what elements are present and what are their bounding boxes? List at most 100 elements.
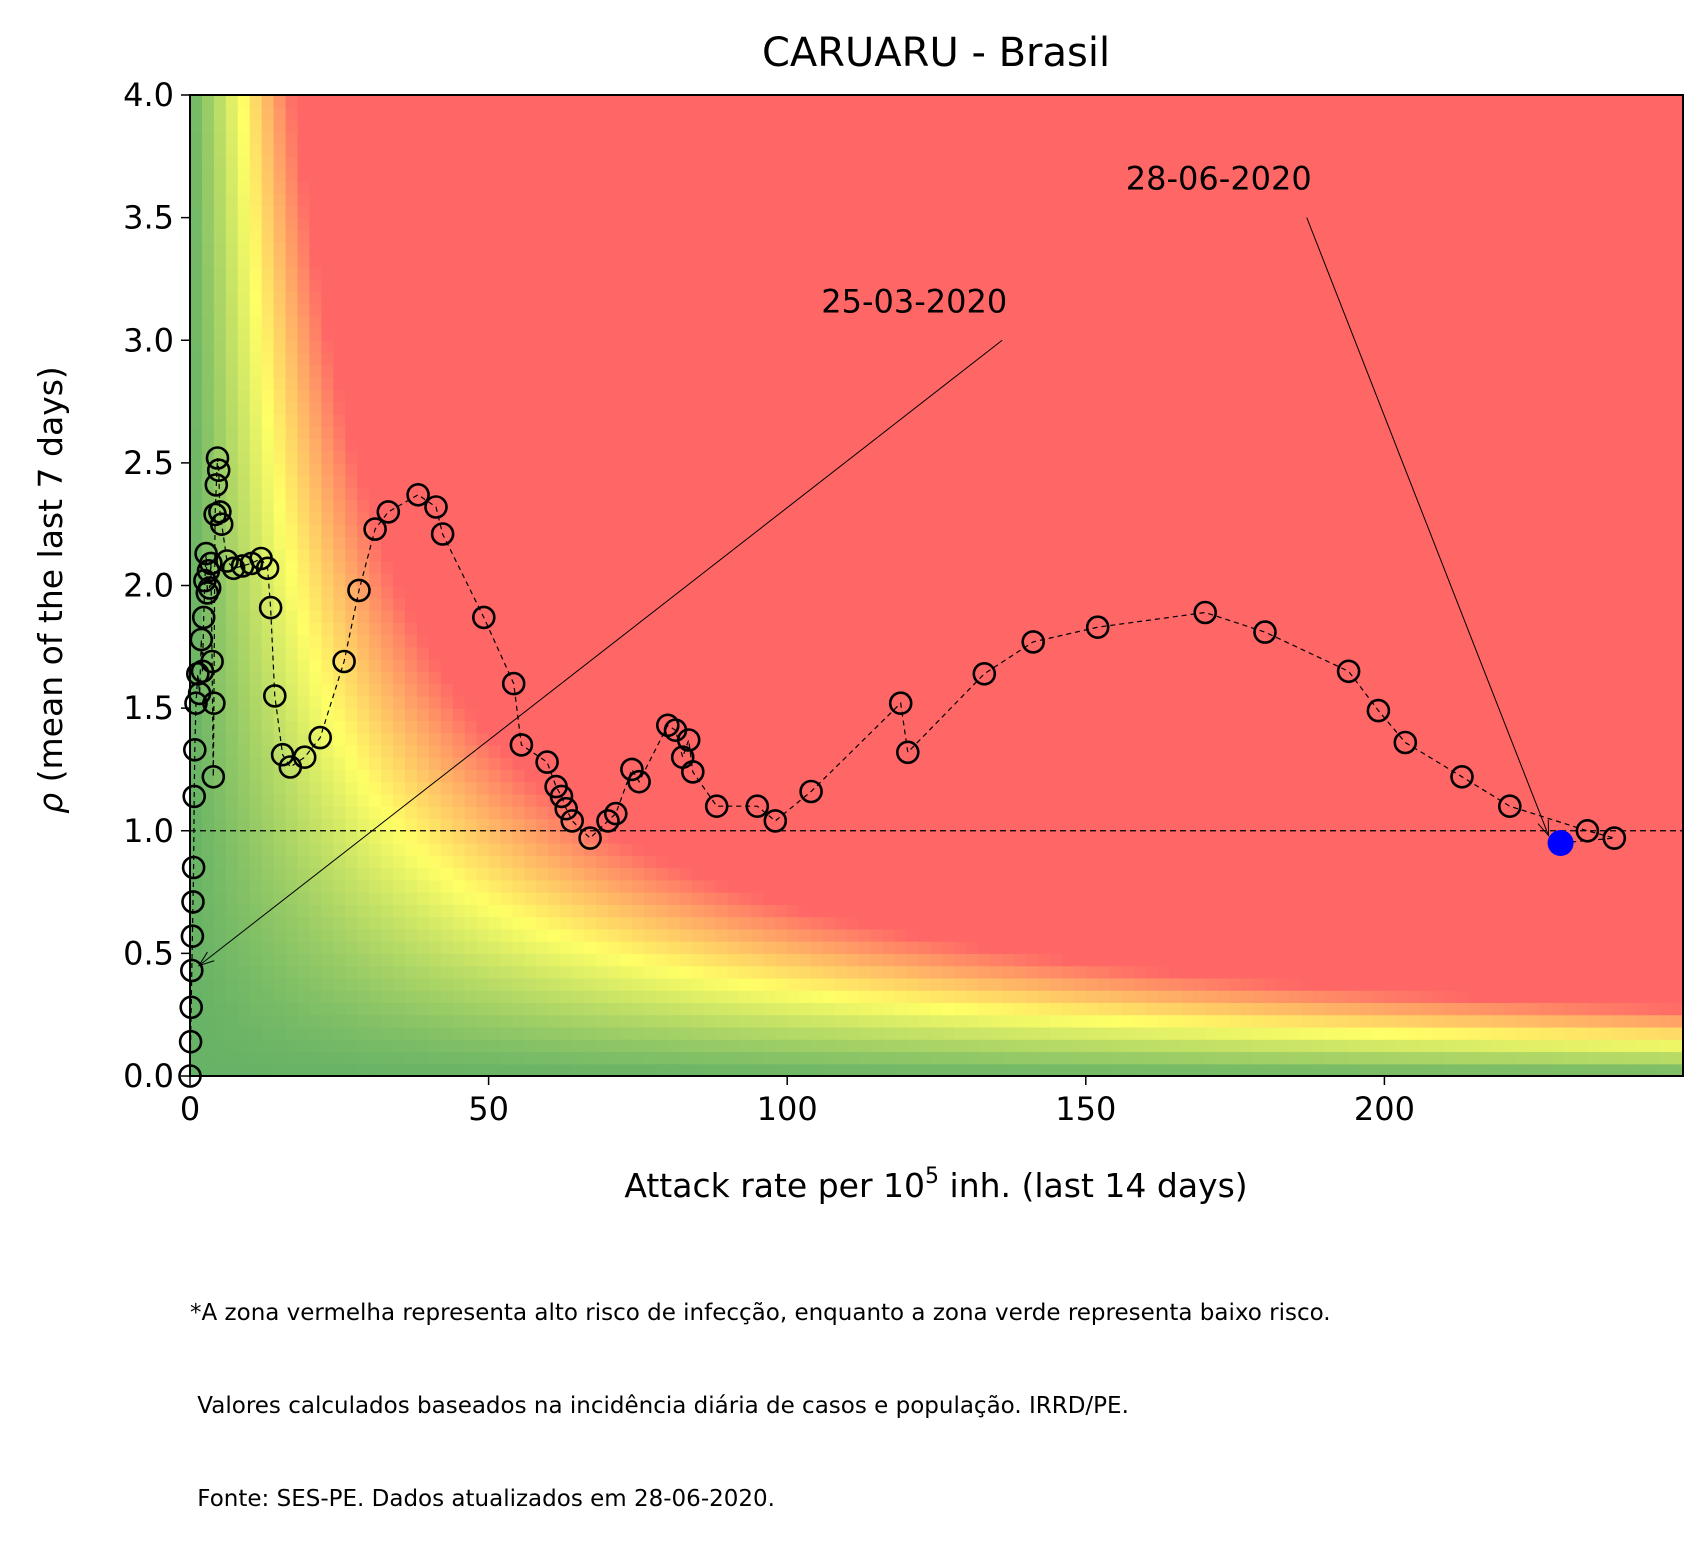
heat-cell (464, 744, 478, 758)
heat-cell (225, 315, 239, 329)
heat-cell (512, 781, 526, 795)
heat-cell (655, 377, 669, 390)
heat-cell (739, 892, 752, 905)
heat-cell (715, 217, 729, 231)
heat-cell (894, 524, 908, 538)
heat-cell (751, 107, 764, 121)
heat-cell (894, 364, 908, 378)
heat-cell (667, 1051, 681, 1065)
heat-cell (858, 401, 872, 415)
heat-cell (524, 303, 537, 317)
heat-cell (763, 303, 776, 317)
heat-cell (631, 892, 645, 905)
heat-cell (213, 855, 227, 869)
heat-cell (763, 107, 776, 121)
heat-cell (584, 1002, 597, 1016)
heat-cell (834, 266, 848, 280)
heat-cell (488, 1026, 502, 1040)
heat-cell (882, 916, 896, 930)
heat-cell (906, 560, 920, 574)
heat-cell (643, 708, 657, 721)
heat-cell (834, 229, 848, 243)
heat-cell (190, 965, 203, 979)
heat-cell (834, 1039, 848, 1053)
heat-cell (763, 131, 776, 145)
heat-cell (261, 242, 275, 256)
heat-cell (524, 377, 537, 390)
heat-cell (715, 119, 729, 133)
heat-cell (572, 892, 585, 905)
heat-cell (703, 990, 717, 1004)
heat-cell (643, 597, 657, 611)
heat-cell (631, 1051, 645, 1065)
heat-cell (476, 229, 490, 243)
heat-cell (404, 965, 418, 979)
heat-cell (428, 475, 442, 488)
heat-cell (643, 916, 657, 930)
heat-cell (894, 610, 908, 623)
heat-cell (823, 769, 836, 783)
heat-cell (894, 401, 908, 415)
heat-cell (464, 732, 478, 746)
heat-cell (882, 450, 896, 464)
heat-cell (333, 548, 346, 562)
heat-cell (393, 622, 406, 636)
heat-cell (225, 229, 239, 243)
heat-cell (846, 1014, 860, 1028)
heat-cell (393, 1002, 406, 1016)
heat-cell (572, 757, 585, 771)
heat-cell (751, 965, 764, 979)
heat-cell (416, 119, 430, 133)
heat-cell (811, 217, 824, 231)
heat-cell (428, 879, 442, 893)
heat-cell (416, 548, 430, 562)
heat-cell (918, 229, 932, 243)
heat-cell (918, 573, 932, 587)
heat-cell (476, 892, 490, 905)
heat-cell (464, 340, 478, 354)
heat-cell (393, 487, 406, 501)
heat-cell (225, 708, 239, 721)
heat-cell (834, 144, 848, 157)
heat-cell (619, 818, 633, 832)
heat-cell (751, 291, 764, 305)
heat-cell (500, 131, 514, 145)
heat-cell (763, 695, 776, 709)
heat-cell (452, 377, 466, 390)
heat-cell (787, 487, 800, 501)
heat-cell (297, 634, 311, 648)
heat-cell (249, 193, 263, 206)
heat-cell (428, 107, 442, 121)
heat-cell (404, 364, 418, 378)
heat-cell (381, 266, 394, 280)
heat-cell (763, 720, 776, 734)
heat-cell (799, 671, 812, 685)
heat-cell (369, 1014, 382, 1028)
heat-cell (906, 793, 920, 807)
heat-cell (201, 916, 215, 930)
heat-cell (930, 610, 944, 623)
heat-cell (512, 205, 526, 219)
heat-cell (225, 217, 239, 231)
heat-cell (369, 879, 382, 893)
heat-cell (285, 634, 299, 648)
heat-cell (775, 941, 788, 954)
heat-cell (584, 156, 597, 170)
heat-cell (428, 548, 442, 562)
heat-cell (858, 916, 872, 930)
heat-cell (225, 659, 239, 672)
heat-cell (213, 1026, 227, 1040)
heat-cell (333, 254, 346, 268)
heat-cell (703, 450, 717, 464)
heat-cell (237, 843, 251, 856)
heat-cell (631, 720, 645, 734)
heat-cell (572, 487, 585, 501)
heat-cell (906, 708, 920, 721)
heat-cell (608, 119, 621, 133)
heat-cell (811, 413, 824, 427)
heat-cell (201, 254, 215, 268)
heat-cell (679, 536, 693, 550)
heat-cell (261, 818, 275, 832)
heat-cell (763, 732, 776, 746)
heat-cell (488, 977, 502, 991)
